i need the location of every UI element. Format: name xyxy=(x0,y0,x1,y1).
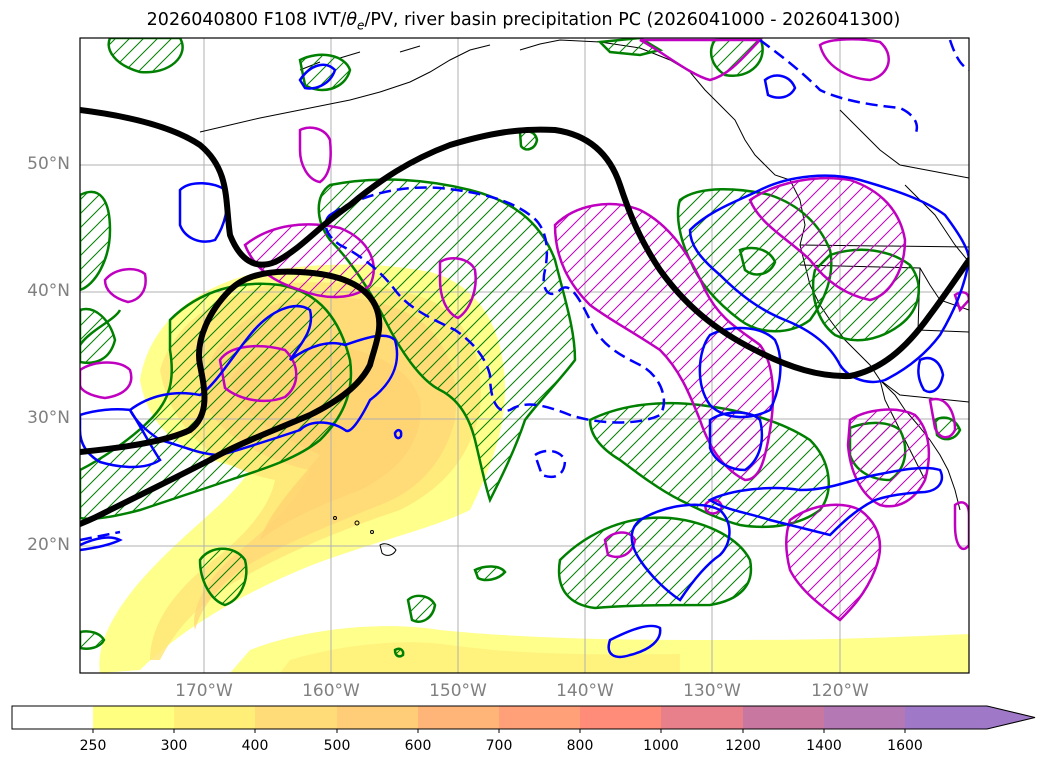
lon-label-160w: 160°W xyxy=(302,681,360,701)
lat-label-50n: 50°N xyxy=(27,154,70,174)
map-frame xyxy=(79,37,970,674)
lat-label-30n: 30°N xyxy=(27,408,70,428)
lon-label-120w: 120°W xyxy=(811,681,869,701)
colorbar-tick-label: 250 xyxy=(79,738,107,754)
blue-contours xyxy=(80,63,969,659)
colorbar-tick-label: 1600 xyxy=(887,738,923,754)
colorbar-tick-label: 700 xyxy=(485,738,513,754)
colorbar-tick-label: 1200 xyxy=(725,738,761,754)
colorbar-tick-label: 600 xyxy=(404,738,432,754)
colorbar-tick-label: 400 xyxy=(241,738,269,754)
colorbar-tick-label: 1400 xyxy=(806,738,842,754)
blue-dashed-contours xyxy=(80,39,969,542)
lon-label-170w: 170°W xyxy=(175,681,233,701)
colorbar-tick-label: 500 xyxy=(323,738,351,754)
pv-contours xyxy=(80,107,969,527)
colorbar-tick-label: 300 xyxy=(160,738,188,754)
lat-label-20n: 20°N xyxy=(27,535,70,555)
colorbar xyxy=(11,705,1036,733)
lat-label-40n: 40°N xyxy=(27,281,70,301)
colorbar-tick-label: 1000 xyxy=(643,738,679,754)
lon-label-140w: 140°W xyxy=(556,681,614,701)
colorbar-tick-label: 800 xyxy=(566,738,594,754)
lon-label-130w: 130°W xyxy=(683,681,741,701)
map-title: 2026040800 F108 IVT/θe/PV, river basin p… xyxy=(146,10,901,33)
lon-label-150w: 150°W xyxy=(429,681,487,701)
map-plot-area xyxy=(80,38,969,673)
